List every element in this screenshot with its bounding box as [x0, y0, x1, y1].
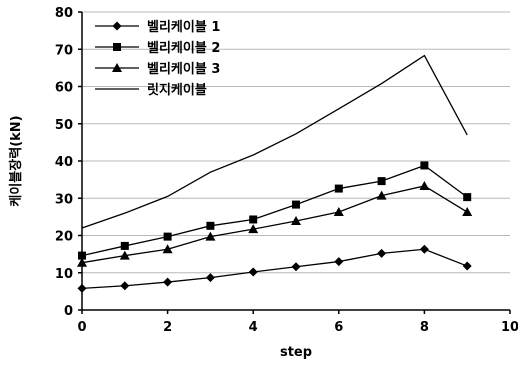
data-point — [463, 193, 472, 202]
data-point — [206, 221, 215, 230]
grid-lines — [82, 11, 510, 274]
x-tick-label: 4 — [249, 320, 258, 335]
data-point — [292, 200, 300, 209]
x-tick-label: 10 — [501, 320, 518, 335]
y-tick-label: 30 — [55, 192, 73, 207]
series-line — [81, 185, 468, 264]
legend-label: 릿지케이블 — [147, 82, 207, 98]
series-line — [81, 248, 468, 290]
data-point — [162, 244, 173, 254]
data-point — [462, 261, 472, 271]
y-tick-label: 0 — [64, 304, 73, 319]
data-point — [291, 215, 301, 225]
y-tick-label: 20 — [55, 230, 73, 245]
data-point — [462, 207, 473, 217]
data-point — [77, 283, 87, 293]
legend-marker — [112, 21, 122, 31]
x-axis-title: step — [280, 345, 312, 360]
data-point — [291, 262, 301, 272]
data-point — [120, 281, 130, 291]
data-point — [333, 207, 344, 217]
series-2 — [78, 161, 472, 260]
series-line — [81, 164, 468, 257]
legend-label: 벨리케이블 3 — [147, 61, 220, 77]
data-point — [377, 248, 387, 258]
data-point — [248, 267, 258, 277]
legend-marker — [112, 63, 122, 72]
y-tick-label: 40 — [55, 155, 73, 170]
legend-entry: 벨리케이블 1 — [95, 19, 220, 35]
data-point — [205, 231, 216, 241]
data-point — [120, 241, 129, 250]
data-point — [205, 273, 215, 283]
data-point — [334, 184, 343, 193]
data-point — [119, 250, 130, 260]
data-point — [419, 244, 429, 254]
x-tick-label: 0 — [77, 320, 86, 335]
y-tick-label: 60 — [55, 81, 73, 96]
series-1 — [77, 244, 472, 293]
legend-label: 벨리케이블 1 — [147, 19, 220, 35]
legend-entry: 벨리케이블 2 — [95, 40, 220, 56]
data-point — [78, 251, 86, 260]
y-axis-title: 케이블장력(kN) — [8, 115, 24, 206]
x-tick-label: 6 — [334, 320, 343, 335]
data-point — [420, 161, 429, 170]
data-point — [77, 257, 87, 267]
legend-entry: 릿지케이블 — [95, 82, 207, 98]
y-tick-label: 50 — [55, 118, 73, 133]
data-point — [249, 215, 258, 224]
x-tick-label: 2 — [163, 320, 172, 335]
data-point — [163, 277, 173, 287]
x-tick-label: 8 — [420, 320, 429, 335]
legend-entry: 벨리케이블 3 — [95, 61, 220, 77]
data-point — [334, 257, 344, 267]
series-line — [81, 54, 468, 229]
y-tick-label: 70 — [55, 43, 73, 58]
tick-labels: 0 10 20 30 40 50 60 70 80 0 2 4 6 8 10 — [55, 6, 518, 335]
data-point — [377, 177, 386, 186]
data-point — [376, 190, 387, 200]
data-point — [248, 224, 259, 234]
legend-label: 벨리케이블 2 — [147, 40, 220, 56]
y-tick-label: 80 — [55, 6, 73, 21]
legend-marker — [113, 43, 121, 51]
series-3 — [77, 180, 473, 267]
data-point — [419, 180, 430, 190]
data-point — [163, 232, 172, 241]
y-tick-label: 10 — [55, 267, 73, 282]
series-4 — [81, 54, 468, 229]
series — [77, 54, 473, 293]
legend: 벨리케이블 1 벨리케이블 2 벨리케이블 3 릿지케이블 — [95, 19, 220, 98]
